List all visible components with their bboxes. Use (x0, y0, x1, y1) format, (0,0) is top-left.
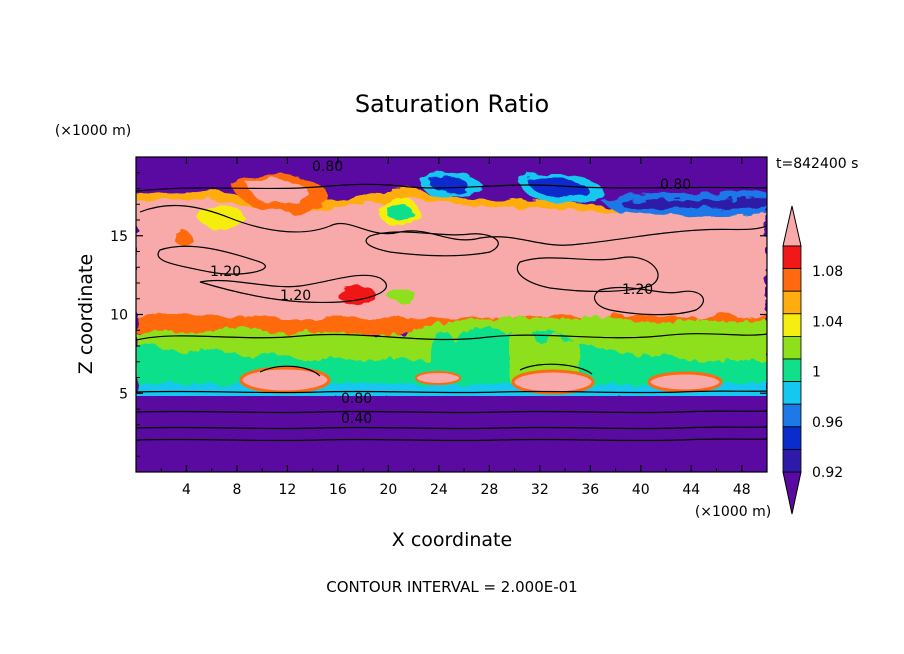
x-axis-label: X coordinate (392, 529, 512, 551)
x-axis: 4 8 12 16 20 24 28 32 36 40 44 48 (160, 157, 751, 498)
x-tick-label: 4 (182, 482, 191, 498)
colorbar-over-triangle (782, 205, 802, 247)
y-axis-label: Z coordinate (75, 254, 97, 374)
colorbar-band (782, 358, 802, 383)
colorbar-band (782, 426, 802, 450)
x-tick-label: 24 (430, 482, 448, 498)
colorbar-band (782, 245, 802, 270)
colorbar-under-triangle (782, 471, 802, 515)
contour-label: 0.80 (660, 177, 691, 193)
contour-label: 0.80 (341, 391, 372, 407)
chart-title: Saturation Ratio (355, 90, 549, 118)
colorbar-band (782, 268, 802, 292)
contour-label: 0.40 (341, 411, 372, 427)
contour-label: 1.20 (210, 264, 241, 280)
lens-left (239, 366, 331, 394)
plot-area: 0.80 0.80 1.20 1.20 1.20 0.80 0.40 (136, 157, 767, 472)
y-tick-label: 10 (110, 308, 128, 324)
y-tick-label: 5 (119, 386, 128, 402)
contour-label: 1.20 (280, 288, 311, 304)
y-unit-label: (×1000 m) (55, 123, 131, 139)
x-tick-label: 20 (379, 482, 397, 498)
contour-label: 0.80 (312, 159, 343, 175)
x-tick-label: 8 (232, 482, 241, 498)
colorbar-band (782, 290, 802, 315)
contour-label: 1.20 (622, 282, 653, 298)
x-unit-label: (×1000 m) (695, 504, 771, 520)
x-tick-label: 12 (279, 482, 297, 498)
colorbar-band (782, 448, 802, 473)
colorbar: 1.08 1.04 1 0.96 0.92 (782, 205, 843, 515)
colorbar-label: 1 (812, 365, 821, 381)
y-axis: 5 10 15 (110, 172, 767, 457)
colorbar-label: 0.92 (812, 465, 843, 481)
colorbar-label: 1.08 (812, 264, 843, 280)
colorbar-band (782, 335, 802, 360)
lens-right (647, 371, 723, 393)
colorbar-label: 0.96 (812, 415, 843, 431)
colorbar-band (782, 381, 802, 405)
x-tick-label: 32 (531, 482, 549, 498)
x-tick-label: 44 (682, 482, 700, 498)
contour-interval-note: CONTOUR INTERVAL = 2.000E-01 (326, 578, 577, 596)
x-tick-label: 16 (329, 482, 347, 498)
colorbar-label: 1.04 (812, 314, 843, 330)
lens-mid (511, 369, 595, 395)
colorbar-band (782, 313, 802, 337)
y-tick-label: 15 (110, 229, 128, 245)
time-label: t=842400 s (776, 156, 858, 172)
x-tick-label: 28 (480, 482, 498, 498)
x-tick-label: 36 (581, 482, 599, 498)
x-tick-label: 48 (733, 482, 751, 498)
colorbar-band (782, 403, 802, 428)
x-tick-label: 40 (632, 482, 650, 498)
